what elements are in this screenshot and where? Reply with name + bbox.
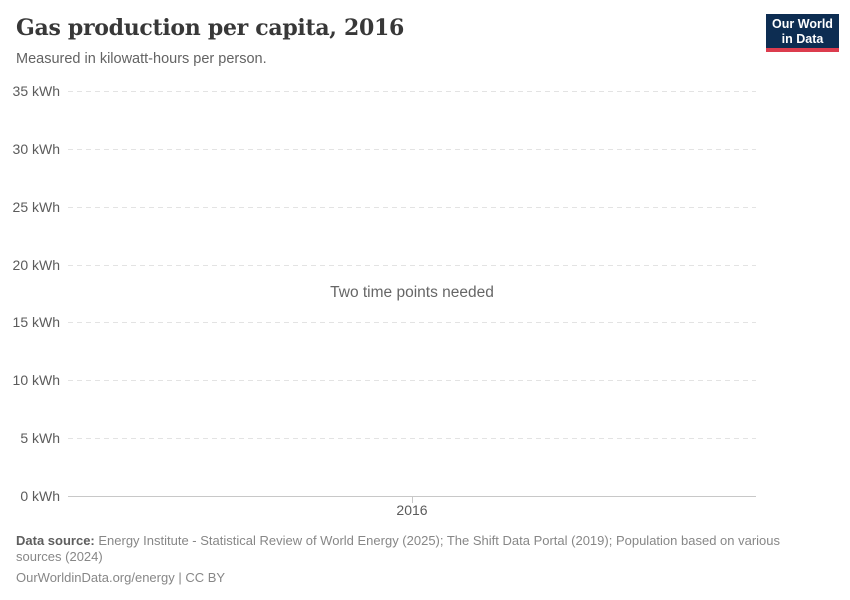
footer-link[interactable]: OurWorldinData.org/energy | CC BY [16, 570, 226, 585]
page-title: Gas production per capita, 2016 [16, 15, 405, 41]
y-axis-tick-label: 25 kWh [12, 199, 60, 215]
data-source-line: Data source: Energy Institute - Statisti… [16, 533, 816, 565]
empty-chart-message: Two time points needed [330, 283, 494, 301]
y-axis-tick-label: 35 kWh [12, 83, 60, 99]
data-source-label: Data source: [16, 533, 95, 548]
chart-subtitle: Measured in kilowatt-hours per person. [16, 51, 267, 67]
gridline [68, 207, 756, 208]
gridline [68, 265, 756, 266]
owid-logo-line1: Our World [772, 17, 833, 31]
gridline [68, 438, 756, 439]
y-axis-tick-label: 15 kWh [12, 314, 60, 330]
chart-footer: Data source: Energy Institute - Statisti… [16, 533, 816, 586]
gridline [68, 322, 756, 323]
y-axis-tick-label: 20 kWh [12, 257, 60, 273]
gridline [68, 91, 756, 92]
gridline [68, 149, 756, 150]
y-axis-tick-label: 30 kWh [12, 141, 60, 157]
x-axis-tick-label: 2016 [396, 502, 428, 518]
y-axis-tick-label: 5 kWh [20, 430, 60, 446]
data-source-text: Energy Institute - Statistical Review of… [16, 533, 781, 564]
y-axis-tick-label: 10 kWh [12, 372, 60, 388]
owid-logo[interactable]: Our World in Data [766, 14, 839, 52]
owid-logo-line2: in Data [781, 32, 824, 46]
x-axis-tick [412, 496, 413, 503]
y-axis-tick-label: 0 kWh [20, 488, 60, 504]
gridline [68, 380, 756, 381]
